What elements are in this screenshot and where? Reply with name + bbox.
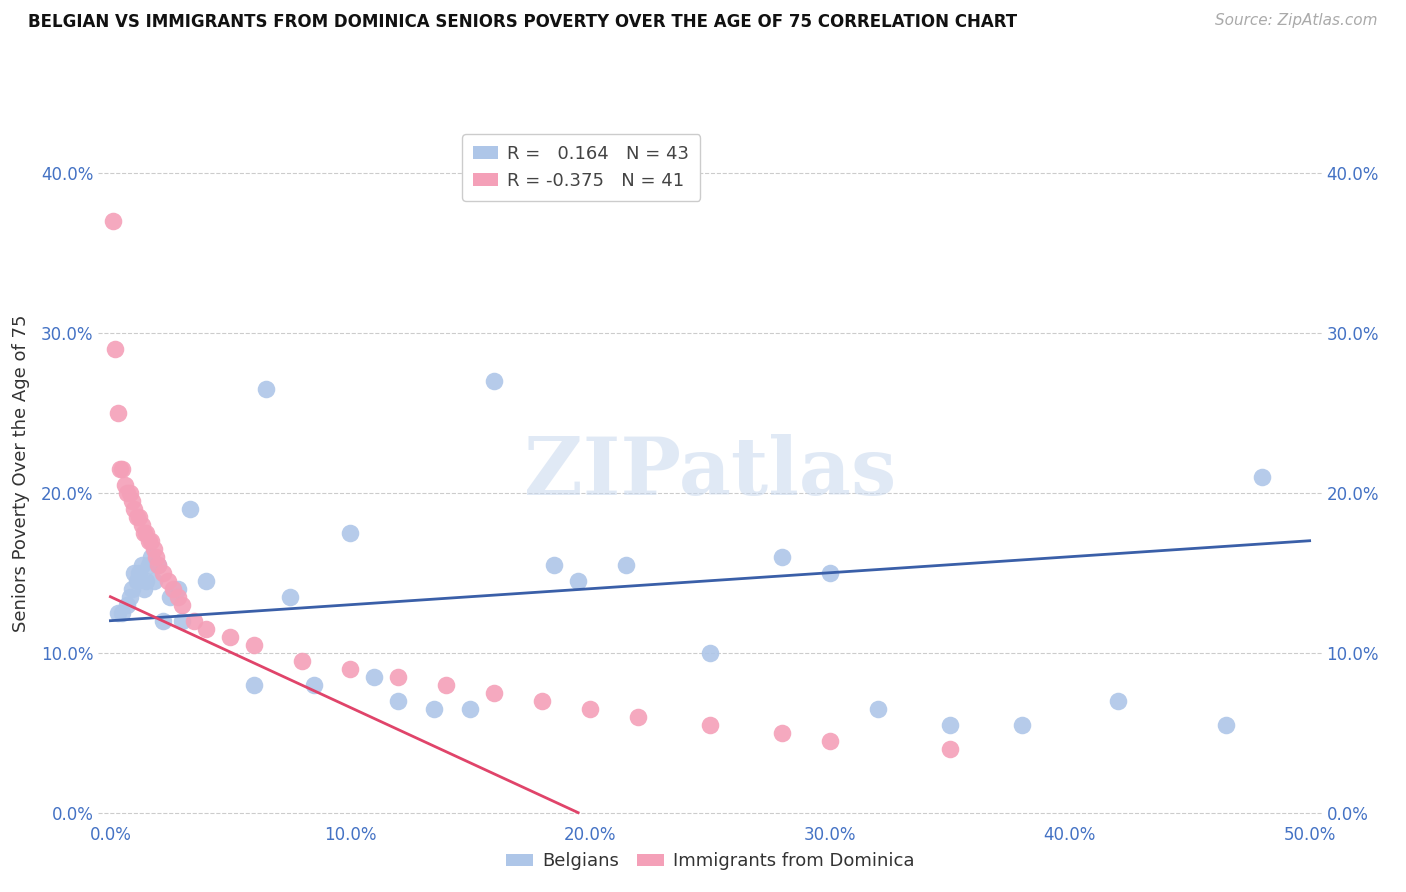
Point xyxy=(125,574,148,588)
Point xyxy=(108,462,131,476)
Point xyxy=(121,493,143,508)
Text: ZIPatlas: ZIPatlas xyxy=(524,434,896,512)
Point xyxy=(482,374,505,388)
Point xyxy=(172,598,194,612)
Point xyxy=(111,462,134,476)
Point xyxy=(482,686,505,700)
Point xyxy=(387,670,409,684)
Point xyxy=(132,525,155,540)
Point xyxy=(363,670,385,684)
Point xyxy=(156,574,179,588)
Point xyxy=(304,678,326,692)
Point xyxy=(939,717,962,731)
Point xyxy=(254,382,277,396)
Point xyxy=(291,654,314,668)
Point xyxy=(818,733,841,747)
Point xyxy=(114,477,136,491)
Point xyxy=(125,509,148,524)
Point xyxy=(145,549,167,564)
Point xyxy=(1011,717,1033,731)
Point xyxy=(1215,717,1237,731)
Point xyxy=(141,533,163,548)
Point xyxy=(152,614,174,628)
Point xyxy=(131,517,153,532)
Point xyxy=(543,558,565,572)
Point xyxy=(195,574,218,588)
Point xyxy=(627,709,650,723)
Point xyxy=(770,725,793,739)
Legend: Belgians, Immigrants from Dominica: Belgians, Immigrants from Dominica xyxy=(499,846,921,878)
Point xyxy=(1107,694,1129,708)
Point xyxy=(135,574,157,588)
Point xyxy=(531,694,554,708)
Point xyxy=(124,566,146,580)
Point xyxy=(614,558,637,572)
Point xyxy=(135,525,157,540)
Point xyxy=(138,558,160,572)
Point xyxy=(166,590,188,604)
Point xyxy=(699,717,721,731)
Point xyxy=(339,525,361,540)
Point xyxy=(567,574,589,588)
Point xyxy=(115,485,138,500)
Point xyxy=(101,214,124,228)
Point xyxy=(579,701,602,715)
Point xyxy=(131,558,153,572)
Point xyxy=(152,566,174,580)
Point xyxy=(339,662,361,676)
Point xyxy=(118,485,141,500)
Point xyxy=(159,590,181,604)
Point xyxy=(121,582,143,596)
Point xyxy=(939,741,962,756)
Point xyxy=(124,501,146,516)
Point xyxy=(243,638,266,652)
Point xyxy=(128,566,150,580)
Point xyxy=(107,406,129,420)
Point xyxy=(141,549,163,564)
Text: BELGIAN VS IMMIGRANTS FROM DOMINICA SENIORS POVERTY OVER THE AGE OF 75 CORRELATI: BELGIAN VS IMMIGRANTS FROM DOMINICA SENI… xyxy=(28,13,1018,31)
Point xyxy=(818,566,841,580)
Point xyxy=(104,342,127,356)
Point xyxy=(387,694,409,708)
Point xyxy=(128,509,150,524)
Point xyxy=(148,558,170,572)
Point xyxy=(142,541,165,556)
Point xyxy=(770,549,793,564)
Point xyxy=(866,701,889,715)
Point xyxy=(699,646,721,660)
Point xyxy=(183,614,205,628)
Point xyxy=(148,558,170,572)
Point xyxy=(142,574,165,588)
Point xyxy=(179,501,201,516)
Point xyxy=(107,606,129,620)
Point xyxy=(195,622,218,636)
Point xyxy=(118,590,141,604)
Point xyxy=(166,582,188,596)
Y-axis label: Seniors Poverty Over the Age of 75: Seniors Poverty Over the Age of 75 xyxy=(11,314,30,632)
Point xyxy=(278,590,301,604)
Point xyxy=(162,582,184,596)
Point xyxy=(132,582,155,596)
Point xyxy=(434,678,457,692)
Point xyxy=(458,701,481,715)
Point xyxy=(1250,469,1272,483)
Point xyxy=(172,614,194,628)
Text: Source: ZipAtlas.com: Source: ZipAtlas.com xyxy=(1215,13,1378,29)
Point xyxy=(243,678,266,692)
Point xyxy=(138,533,160,548)
Point xyxy=(423,701,446,715)
Point xyxy=(111,606,134,620)
Point xyxy=(115,598,138,612)
Point xyxy=(219,630,242,644)
